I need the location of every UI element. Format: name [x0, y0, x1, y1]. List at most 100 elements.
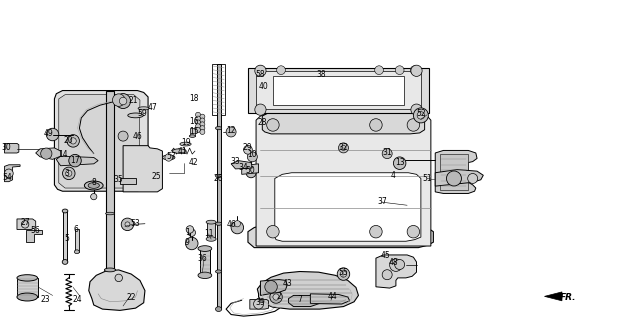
- Polygon shape: [262, 113, 424, 134]
- Text: 50: 50: [245, 166, 255, 175]
- Text: 46: 46: [132, 132, 142, 140]
- Text: 57: 57: [166, 152, 176, 161]
- Text: 48: 48: [389, 258, 398, 267]
- Polygon shape: [275, 173, 421, 241]
- Circle shape: [196, 124, 201, 129]
- Polygon shape: [310, 294, 350, 304]
- Ellipse shape: [104, 268, 115, 272]
- Ellipse shape: [75, 250, 80, 254]
- Text: 56: 56: [31, 226, 41, 235]
- Circle shape: [411, 65, 422, 76]
- Circle shape: [394, 260, 404, 269]
- Circle shape: [413, 108, 428, 123]
- Text: 47: 47: [147, 103, 157, 112]
- Circle shape: [67, 135, 80, 147]
- Ellipse shape: [85, 181, 103, 190]
- Circle shape: [4, 169, 13, 178]
- Circle shape: [370, 226, 382, 238]
- Text: 31: 31: [382, 148, 392, 157]
- Circle shape: [200, 122, 205, 127]
- Circle shape: [270, 291, 282, 303]
- Circle shape: [247, 152, 257, 162]
- Text: 38: 38: [316, 70, 326, 79]
- Text: 11: 11: [204, 229, 213, 238]
- Text: 6: 6: [74, 225, 79, 234]
- Ellipse shape: [62, 260, 68, 264]
- Text: 25: 25: [151, 172, 161, 181]
- Text: 54: 54: [3, 173, 13, 182]
- Text: 53: 53: [130, 219, 140, 228]
- Circle shape: [21, 220, 29, 228]
- Text: FR.: FR.: [560, 292, 577, 301]
- Circle shape: [125, 222, 130, 227]
- Text: 35: 35: [114, 175, 124, 184]
- Text: 51: 51: [423, 174, 432, 183]
- Text: 59: 59: [137, 109, 147, 118]
- Circle shape: [200, 130, 205, 134]
- Circle shape: [410, 66, 419, 75]
- Circle shape: [70, 138, 76, 144]
- Ellipse shape: [206, 237, 216, 241]
- Circle shape: [255, 104, 266, 115]
- Ellipse shape: [216, 174, 222, 178]
- Circle shape: [196, 116, 201, 121]
- Text: 3: 3: [65, 169, 70, 178]
- Circle shape: [273, 294, 279, 300]
- Polygon shape: [440, 154, 468, 190]
- Ellipse shape: [216, 270, 222, 273]
- Circle shape: [255, 65, 266, 76]
- Text: 24: 24: [73, 295, 82, 304]
- Circle shape: [341, 145, 346, 150]
- Circle shape: [266, 119, 279, 131]
- Text: 30: 30: [1, 143, 11, 152]
- Text: 58: 58: [256, 70, 265, 79]
- Text: 42: 42: [189, 158, 199, 167]
- Text: 14: 14: [58, 150, 67, 159]
- Polygon shape: [241, 164, 258, 174]
- Ellipse shape: [172, 149, 186, 153]
- Circle shape: [200, 118, 205, 123]
- Polygon shape: [4, 165, 20, 182]
- Ellipse shape: [216, 307, 222, 311]
- Polygon shape: [435, 170, 483, 186]
- Circle shape: [196, 128, 201, 132]
- Polygon shape: [217, 64, 221, 309]
- Circle shape: [411, 104, 422, 115]
- Text: 27: 27: [20, 218, 30, 227]
- Circle shape: [256, 66, 265, 75]
- Text: 13: 13: [395, 158, 404, 167]
- Text: 46: 46: [226, 220, 236, 229]
- Ellipse shape: [198, 246, 212, 252]
- Polygon shape: [106, 91, 113, 270]
- Ellipse shape: [138, 107, 149, 110]
- Circle shape: [121, 218, 134, 231]
- Polygon shape: [208, 222, 215, 239]
- Polygon shape: [260, 279, 287, 295]
- Text: 43: 43: [282, 279, 292, 288]
- Ellipse shape: [189, 135, 196, 137]
- Polygon shape: [17, 278, 38, 297]
- Text: 18: 18: [189, 94, 198, 103]
- Polygon shape: [17, 219, 36, 229]
- Ellipse shape: [17, 275, 38, 281]
- Circle shape: [339, 143, 349, 153]
- Circle shape: [46, 128, 59, 141]
- Text: 52: 52: [416, 109, 426, 118]
- Polygon shape: [435, 150, 477, 194]
- Polygon shape: [200, 249, 211, 275]
- Text: 36: 36: [198, 254, 208, 263]
- Ellipse shape: [216, 126, 222, 130]
- Circle shape: [277, 66, 285, 75]
- Text: 55: 55: [339, 268, 349, 277]
- Circle shape: [246, 168, 256, 178]
- Ellipse shape: [216, 222, 222, 225]
- Polygon shape: [376, 255, 416, 288]
- Polygon shape: [89, 270, 145, 310]
- Circle shape: [118, 131, 128, 141]
- Polygon shape: [120, 179, 135, 184]
- Polygon shape: [273, 76, 404, 105]
- Circle shape: [69, 154, 82, 167]
- Circle shape: [382, 148, 392, 159]
- Polygon shape: [26, 230, 42, 242]
- Circle shape: [340, 271, 347, 277]
